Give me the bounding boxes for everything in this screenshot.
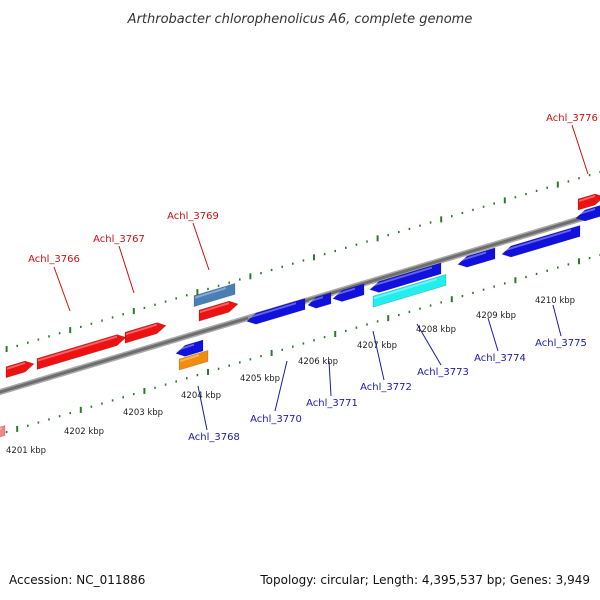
gene-achl-3766-highlight [7, 362, 25, 370]
scale-tick-label: 4202 kbp [64, 427, 104, 437]
gene-achl-3768-highlight [177, 343, 194, 351]
gene-leader-line [197, 385, 208, 431]
gene-achl-3766[interactable] [5, 360, 35, 379]
scale-tick-label: 4201 kbp [6, 446, 46, 456]
genome-title: Arthrobacter chlorophenolicus A6, comple… [127, 12, 473, 27]
cyan-feature[interactable] [372, 274, 447, 308]
scale-tick-label: 4208 kbp [416, 325, 456, 335]
cyan-feature-highlight [374, 278, 437, 300]
genome-summary-text: Topology: circular; Length: 4,395,537 bp… [260, 573, 590, 587]
gene-leader-line [192, 222, 210, 271]
gene-achl-3767-highlight [38, 335, 117, 362]
scale-tick-label: 4203 kbp [123, 408, 163, 418]
steelblue-feature-highlight [195, 287, 226, 299]
upper-tick-row [5, 170, 600, 353]
gene-achl-3774[interactable] [457, 247, 496, 268]
gene-achl-3770[interactable] [246, 298, 306, 325]
gene-achl-3775[interactable] [501, 225, 581, 258]
orange-feature[interactable] [178, 350, 209, 371]
gene-achl-3772-highlight [334, 287, 355, 297]
gene-label-achl-3769[interactable]: Achl_3769 [167, 211, 219, 222]
gene-label-achl-3767[interactable]: Achl_3767 [93, 234, 145, 245]
gene-label-achl-3773[interactable]: Achl_3773 [417, 367, 469, 378]
scale-tick-label: 4207 kbp [357, 341, 397, 351]
gene-achl-3767[interactable] [36, 334, 127, 370]
gene-achl-3770-highlight [248, 302, 296, 319]
lower-tick-row [5, 253, 600, 434]
accession-text: Accession: NC_011886 [9, 573, 146, 587]
gene-leader-line [53, 266, 71, 312]
gene-leader-line [328, 360, 332, 397]
gene-achl-3767b-highlight [126, 323, 157, 336]
gene-leader-line [571, 124, 589, 175]
gene-label-achl-3770[interactable]: Achl_3770 [250, 414, 302, 425]
gene-achl-3769[interactable] [198, 300, 239, 322]
gene-achl-3768[interactable] [175, 339, 204, 357]
gene-achl-3775-highlight [503, 229, 571, 252]
gene-leader-line [274, 360, 288, 412]
gene-achl-3776b-highlight [577, 207, 595, 216]
gene-leader-line [372, 330, 385, 381]
gene-label-achl-3775[interactable]: Achl_3775 [535, 338, 587, 349]
gene-achl-3774-highlight [459, 251, 486, 262]
gene-leader-line [118, 245, 135, 294]
scale-tick-label: 4205 kbp [240, 374, 280, 384]
gene-leader-line [552, 304, 562, 337]
steelblue-feature[interactable] [193, 282, 236, 308]
gene-achl-3773[interactable] [369, 262, 442, 293]
gene-label-achl-3776[interactable]: Achl_3776 [546, 113, 598, 124]
gene-label-achl-3766[interactable]: Achl_3766 [28, 254, 80, 265]
pink-feature[interactable] [0, 425, 6, 439]
pink-feature-highlight [0, 427, 2, 431]
gene-achl-3772[interactable] [332, 283, 365, 302]
scale-tick-label: 4206 kbp [298, 357, 338, 367]
gene-achl-3771[interactable] [307, 292, 332, 309]
scale-tick-label: 4210 kbp [535, 296, 575, 306]
gene-achl-3771-highlight [309, 296, 323, 303]
gene-label-achl-3772[interactable]: Achl_3772 [360, 382, 412, 393]
gene-leader-line [416, 323, 442, 366]
gene-achl-3769-highlight [200, 302, 229, 314]
scale-tick-label: 4204 kbp [181, 391, 221, 401]
gene-achl-3776-highlight [579, 194, 595, 203]
gene-achl-3776b[interactable] [575, 204, 600, 222]
gene-label-achl-3768[interactable]: Achl_3768 [188, 432, 240, 443]
gene-achl-3767b[interactable] [124, 322, 167, 344]
scale-tick-label: 4209 kbp [476, 311, 516, 321]
gene-label-achl-3771[interactable]: Achl_3771 [306, 398, 358, 409]
gene-achl-3773-highlight [371, 266, 432, 288]
gene-leader-line [487, 317, 499, 352]
orange-feature-highlight [180, 354, 199, 363]
gene-label-achl-3774[interactable]: Achl_3774 [474, 353, 526, 364]
